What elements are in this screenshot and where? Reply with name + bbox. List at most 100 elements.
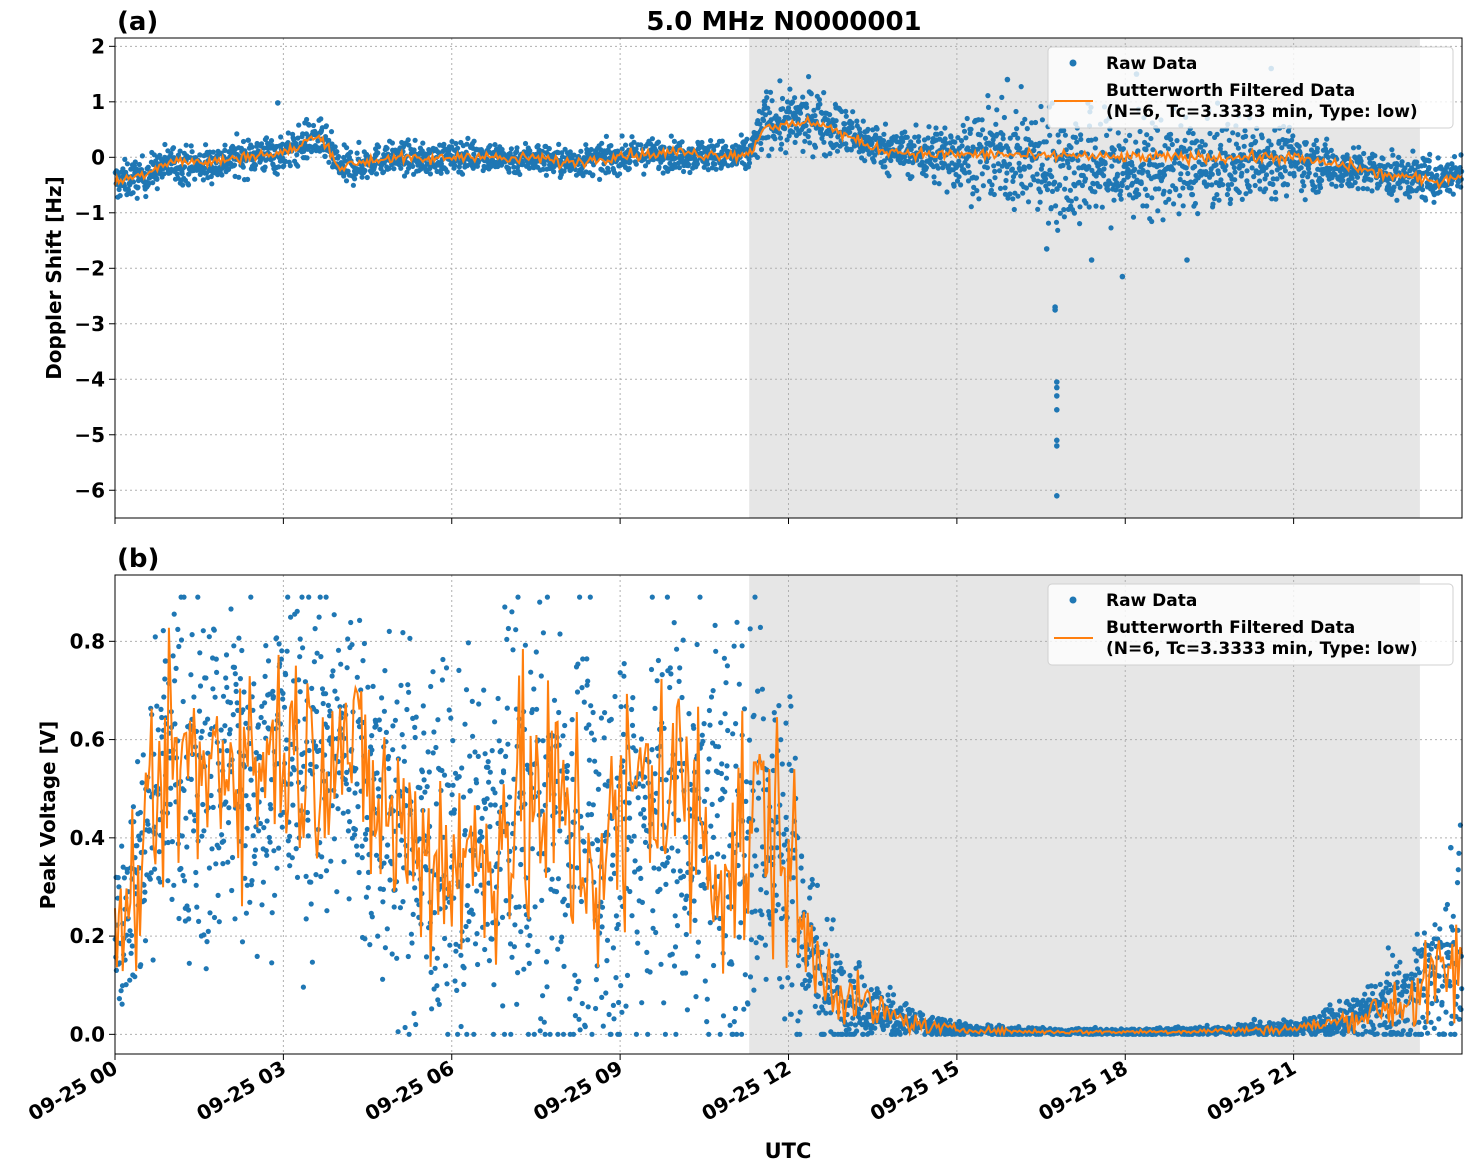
raw-data-point [1451,154,1458,160]
raw-data-point [753,863,759,869]
raw-data-point [380,169,387,175]
raw-data-point [1427,151,1433,157]
raw-data-point [593,1005,599,1012]
raw-data-point [420,140,426,146]
raw-data-point [599,167,605,173]
raw-data-point [357,617,363,624]
raw-data-point [588,730,595,736]
raw-data-point [1437,189,1443,195]
raw-data-point [142,889,148,895]
raw-data-point [241,689,247,695]
raw-data-point [1301,170,1307,176]
raw-data-point [602,710,608,716]
raw-data-point [834,148,841,154]
raw-data-point [923,173,929,179]
raw-data-point [328,129,335,135]
raw-data-point [363,836,369,843]
raw-data-point [621,661,627,667]
raw-data-point [797,1031,803,1037]
raw-data-point [1161,172,1168,178]
raw-data-point [786,761,792,767]
raw-data-point [1068,198,1074,204]
raw-data-point [635,940,641,946]
raw-data-point [272,892,278,898]
raw-data-point [1273,196,1279,202]
raw-data-point [250,833,256,839]
raw-data-point [1209,171,1215,177]
raw-data-point [394,699,400,705]
raw-data-point [997,185,1004,191]
raw-data-point [706,756,712,762]
raw-data-point [334,889,340,895]
raw-data-point [526,960,532,967]
raw-data-point [137,837,143,843]
raw-data-point [752,853,758,859]
raw-data-point [469,698,475,705]
raw-data-point [672,944,679,950]
raw-data-point [854,118,860,124]
raw-data-point [546,146,552,152]
raw-data-point [843,108,849,114]
raw-data-point [412,724,418,731]
raw-data-point [303,131,309,137]
raw-data-point [540,738,546,744]
raw-data-point [1061,214,1067,220]
raw-data-point [755,795,762,801]
raw-data-point [353,766,359,772]
raw-data-point [372,162,378,168]
raw-data-point [704,786,710,792]
raw-data-point [1061,207,1067,213]
raw-data-point [1140,161,1147,167]
raw-data-point [389,140,395,146]
raw-data-point [180,182,186,188]
raw-data-point [694,641,700,648]
raw-data-point [684,893,690,899]
raw-data-point [705,161,711,167]
raw-data-point [171,611,177,617]
raw-data-point [1291,173,1297,179]
raw-data-point [604,958,610,964]
raw-data-point [683,931,689,938]
raw-data-point [865,126,871,132]
raw-data-point [1144,132,1150,138]
raw-data-point [628,838,634,844]
raw-data-point [842,121,848,127]
raw-data-point [335,806,341,812]
raw-data-point [465,640,471,646]
raw-data-point [344,665,350,671]
raw-data-point [458,1023,464,1030]
raw-data-point [220,861,226,867]
raw-data-point [376,144,382,150]
raw-data-point [183,142,189,148]
raw-data-point [677,868,683,874]
raw-data-point [541,161,547,167]
raw-data-point [847,129,853,135]
raw-data-point [642,794,648,800]
raw-data-point [1118,196,1124,202]
raw-data-point [197,650,203,656]
raw-data-point [515,594,521,600]
raw-data-point [1149,195,1155,201]
raw-data-point [652,705,658,712]
raw-data-point [409,940,415,946]
raw-data-point [599,140,605,146]
panel-a-raw-data-points [112,65,1465,499]
raw-data-point [232,916,238,922]
raw-data-point [673,164,679,170]
raw-data-point [332,144,338,150]
raw-data-point [746,156,752,162]
raw-data-point [772,136,778,142]
raw-data-point [882,164,888,170]
raw-data-point [1142,186,1148,192]
raw-data-point [754,827,760,833]
raw-data-point [1356,144,1362,150]
raw-data-point [464,141,470,147]
raw-data-point [618,983,624,989]
raw-data-point [617,895,623,901]
raw-data-point [244,825,250,831]
raw-data-point [444,981,450,987]
raw-data-point [670,868,677,874]
raw-data-point [763,890,770,896]
raw-data-point [198,735,204,741]
raw-data-point [1039,117,1045,123]
